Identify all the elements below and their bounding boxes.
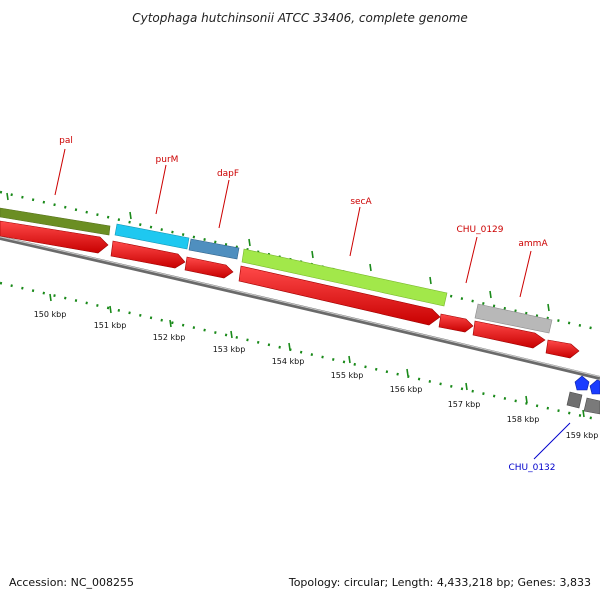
- label-leaders: [54, 148, 571, 460]
- cds-arrow-2: [110, 240, 186, 269]
- grey-feature: [583, 397, 600, 415]
- cds-arrow-6: [472, 320, 546, 349]
- inner-tick-arc: [0, 281, 600, 422]
- leader-purM: [155, 164, 167, 215]
- scale-labels: 150 kbp 151 kbp 152 kbp 153 kbp 154 kbp …: [34, 310, 599, 440]
- tick-label-156: 156 kbp: [390, 385, 423, 394]
- tick-label-158: 158 kbp: [507, 415, 540, 424]
- tick-label-154: 154 kbp: [272, 357, 305, 366]
- gene-secA-arc: [241, 248, 448, 307]
- gene-label-ammA: ammA: [518, 239, 548, 249]
- outer-major-ticks: [6, 192, 550, 312]
- gene-label-CHU_0132: CHU_0132: [508, 463, 555, 473]
- tick-label-159: 159 kbp: [566, 431, 599, 440]
- gene-pal-arc: [0, 207, 111, 236]
- leader-dapF: [218, 179, 230, 229]
- cds-arrow-1: [0, 220, 109, 254]
- cds-arrow-5: [438, 313, 474, 333]
- gene-label-secA: secA: [350, 197, 372, 207]
- gene-CHU_0132-arc: [566, 391, 583, 409]
- tick-label-155: 155 kbp: [331, 371, 364, 380]
- gene-purM-arc: [114, 223, 190, 250]
- tick-label-157: 157 kbp: [448, 400, 481, 409]
- blue-feature-2: [589, 379, 600, 395]
- tick-label-152: 152 kbp: [153, 333, 186, 342]
- genome-backbone-highlight: [0, 236, 600, 378]
- topology-summary: Topology: circular; Length: 4,433,218 bp…: [288, 576, 591, 589]
- tick-label-150: 150 kbp: [34, 310, 67, 319]
- genome-backbone: [0, 236, 600, 380]
- gene-label-CHU_0129: CHU_0129: [456, 225, 503, 235]
- cds-arrow-4: [238, 265, 441, 326]
- blue-feature-1: [574, 375, 590, 391]
- tick-label-153: 153 kbp: [213, 345, 246, 354]
- leader-secA: [349, 206, 361, 257]
- accession-text: Accession: NC_008255: [9, 576, 135, 589]
- gene-label-purM: purM: [156, 155, 179, 165]
- outer-tick-arc: [0, 190, 600, 332]
- tick-label-151: 151 kbp: [94, 321, 127, 330]
- map-title: Cytophaga hutchinsonii ATCC 33406, compl…: [132, 11, 468, 25]
- gene-label-dapF: dapF: [217, 169, 239, 179]
- leader-CHU_0129: [465, 236, 478, 284]
- gene-label-pal: pal: [59, 136, 73, 146]
- cds-arrow-3: [184, 256, 234, 279]
- gene-dapF-arc: [188, 238, 240, 260]
- cds-arrow-7: [545, 339, 580, 359]
- leader-pal: [54, 148, 66, 196]
- leader-CHU_0132: [533, 422, 571, 460]
- inner-major-ticks: [49, 293, 585, 418]
- gene-labels: pal purM dapF secA CHU_0129 ammA CHU_013…: [59, 136, 555, 473]
- gene-CHU_0129-arc: [474, 303, 553, 334]
- leader-ammA: [519, 250, 532, 298]
